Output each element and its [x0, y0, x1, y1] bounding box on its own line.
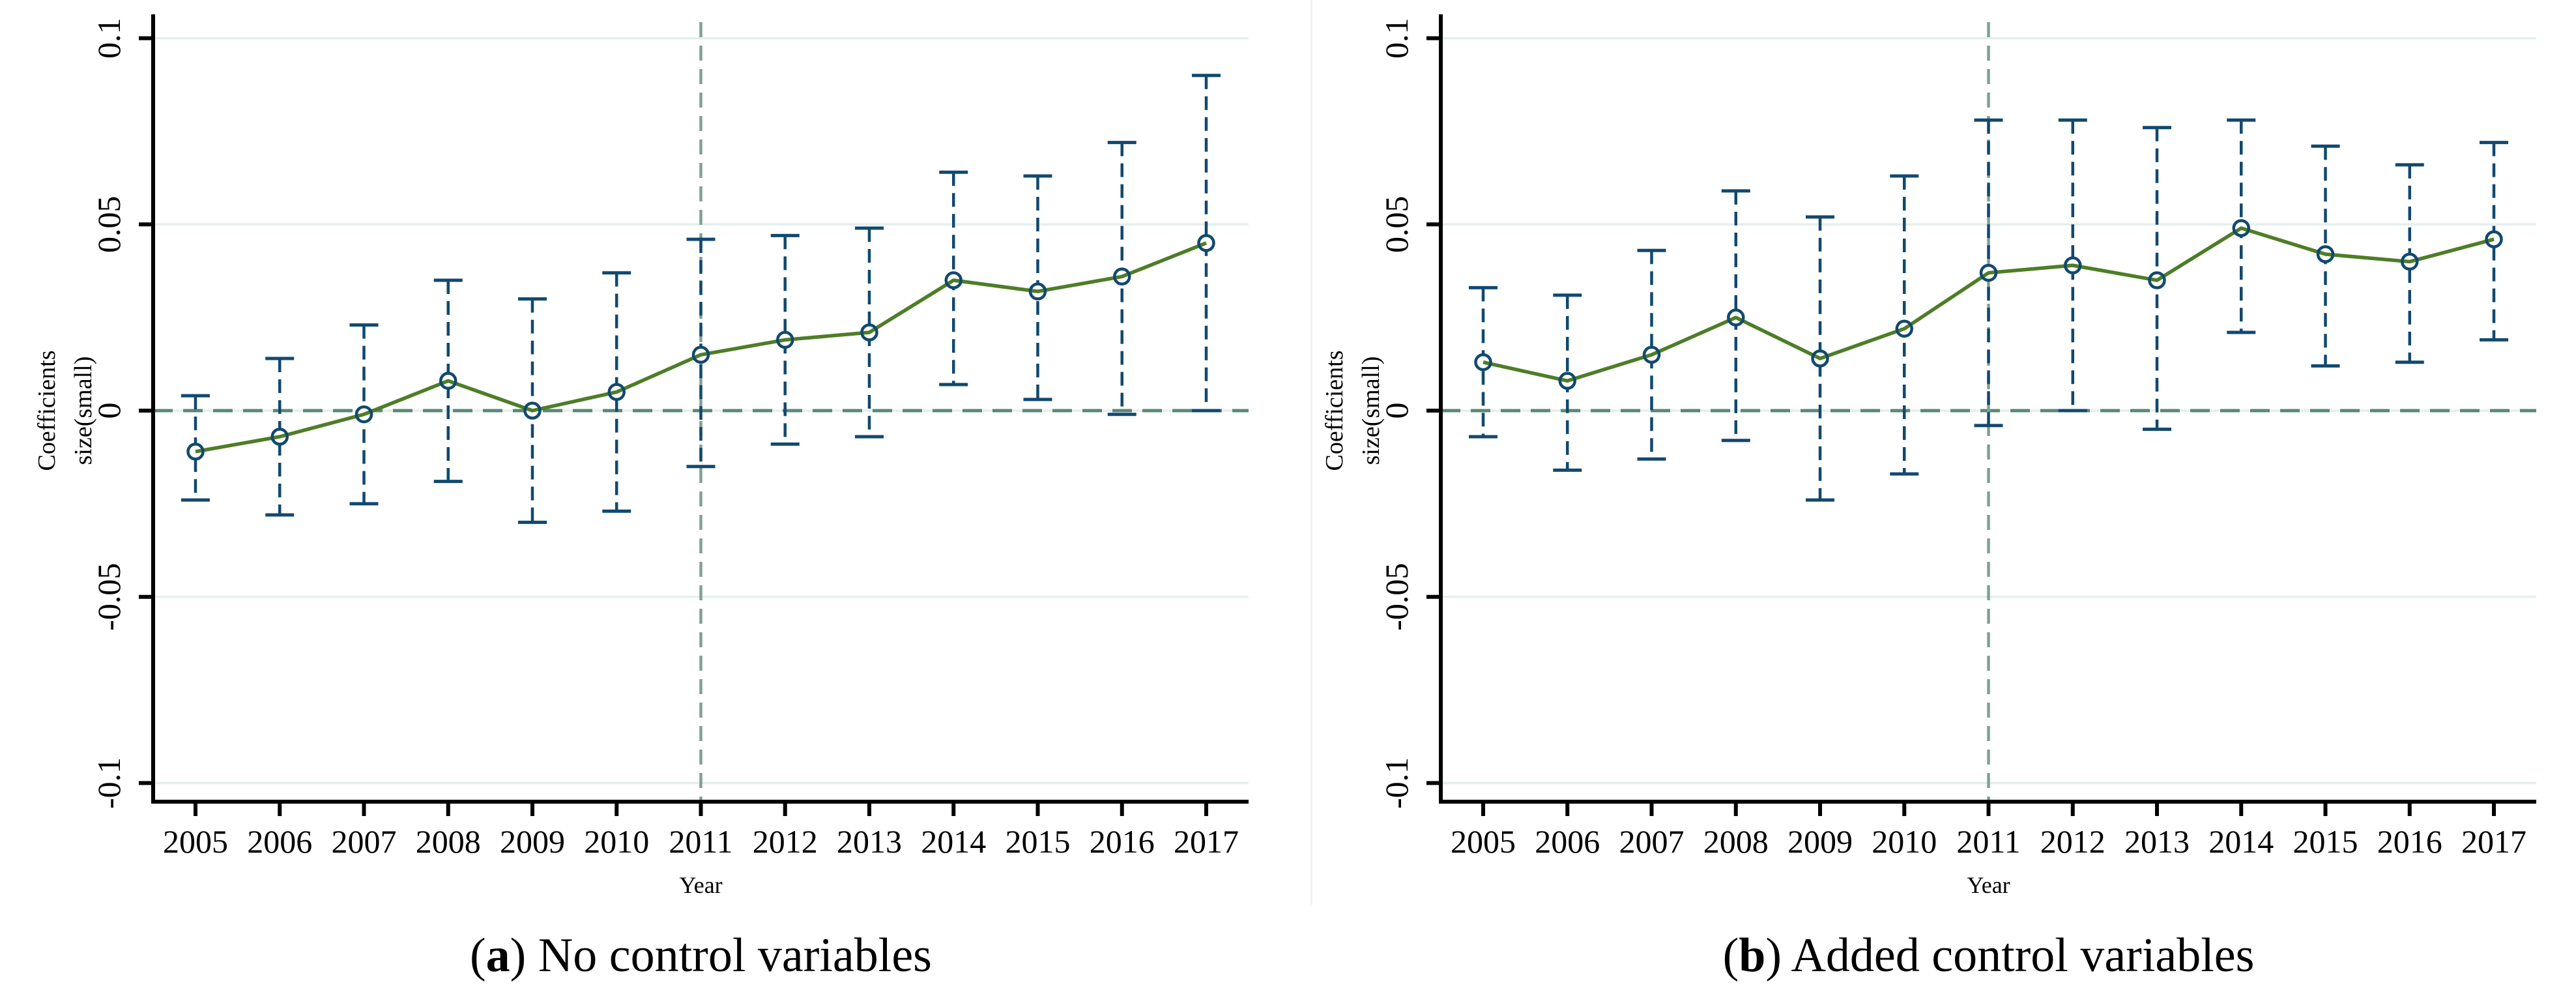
y-axis-title: size(small)	[1357, 357, 1385, 465]
panel-a-caption-cell: (a) No control variables	[0, 905, 1288, 1007]
coefficient-marker	[1895, 319, 1913, 338]
coefficient-marker	[1028, 282, 1047, 300]
x-axis-title: Year	[1967, 872, 2010, 898]
panel-b-chart: 0.1 0.05 0 -0.05 -0.1 2005 2006 2007 2008 2009 201…	[1288, 0, 2575, 899]
x-tick-label: 2007	[332, 823, 397, 860]
x-tick-label: 2015	[2293, 823, 2358, 860]
caption-paren-open: (	[470, 929, 486, 982]
chart-panels: 0.1 0.05 0 -0.05 -0.1 2005 2006 2007 2008 2009 201…	[0, 0, 2575, 899]
caption-letter: a	[485, 929, 510, 982]
panel-b-svg: 0.1 0.05 0 -0.05 -0.1 2005 2006 2007 2008 2009 201…	[1321, 14, 2536, 898]
y-tick-label: 0.1	[91, 18, 127, 58]
y-axis-title: Coefficients	[1321, 350, 1348, 471]
y-tick-label: -0.1	[91, 757, 127, 809]
panel-b-caption-cell: (b) Added control variables	[1288, 905, 2575, 1007]
x-tick-label: 2010	[1872, 823, 1937, 860]
y-tick-label: 0.1	[1378, 18, 1415, 58]
coefficient-marker	[355, 405, 373, 424]
x-tick-label: 2016	[1090, 823, 1155, 860]
x-tick-label: 2009	[500, 823, 565, 860]
coefficient-marker	[860, 323, 878, 342]
panel-b-caption: (b) Added control variables	[1441, 905, 2536, 995]
x-tick-label: 2014	[2208, 823, 2274, 860]
coefficient-marker	[2148, 271, 2166, 289]
x-tick-label: 2007	[1619, 823, 1685, 860]
x-tick-label: 2012	[753, 823, 818, 860]
x-axis-title: Year	[679, 872, 722, 898]
coefficient-marker	[270, 428, 289, 446]
coefficient-marker	[944, 271, 962, 289]
caption-paren-close: )	[510, 929, 538, 982]
y-tick-label: 0	[91, 403, 127, 419]
series-line	[1483, 226, 2495, 383]
coefficient-marker	[1113, 267, 1131, 286]
x-tick-label: 2015	[1006, 823, 1071, 860]
coefficient-marker	[523, 401, 542, 420]
captions-row: (a) No control variables (b) Added contr…	[0, 905, 2576, 1007]
x-tick-label: 2017	[1174, 823, 1239, 860]
coefficient-marker	[2064, 256, 2082, 274]
coefficient-marker	[691, 345, 710, 364]
x-tick-label: 2008	[416, 823, 481, 860]
x-tick-label: 2013	[837, 823, 902, 860]
x-tick-label: 2009	[1787, 823, 1853, 860]
caption-paren-close: )	[1765, 929, 1791, 982]
x-tick-label: 2012	[2040, 823, 2106, 860]
coefficient-marker	[1979, 263, 1998, 282]
panel-a-chart: 0.1 0.05 0 -0.05 -0.1 2005 2006 2007 2008 2009 201…	[0, 0, 1288, 899]
coefficient-marker	[776, 330, 794, 349]
y-tick-label: -0.05	[1378, 563, 1415, 631]
y-tick-label: -0.1	[1378, 757, 1415, 809]
y-axis-title: Coefficients	[33, 350, 61, 471]
coefficient-marker	[1474, 353, 1492, 372]
panel-a-svg: 0.1 0.05 0 -0.05 -0.1 2005 2006 2007 2008 2009 201…	[33, 14, 1249, 898]
coefficient-marker	[1727, 308, 1745, 327]
caption-text: Added control variables	[1791, 929, 2255, 982]
panel-a-caption: (a) No control variables	[153, 905, 1249, 995]
coefficient-marker	[1558, 372, 1576, 390]
panel-divider-line	[1310, 0, 1312, 905]
coefficient-marker	[1811, 349, 1829, 368]
coefficient-marker	[1197, 234, 1215, 252]
y-tick-label: -0.05	[91, 563, 127, 631]
x-tick-label: 2005	[163, 823, 228, 860]
x-tick-label: 2010	[584, 823, 649, 860]
y-tick-label: 0.05	[1378, 196, 1415, 254]
coefficient-marker	[2401, 252, 2419, 271]
coefficient-marker	[2485, 230, 2503, 248]
coefficient-marker	[439, 372, 457, 390]
coefficient-marker	[2232, 219, 2250, 237]
x-tick-label: 2006	[1535, 823, 1600, 860]
x-tick-label: 2006	[247, 823, 312, 860]
x-tick-label: 2005	[1451, 823, 1516, 860]
caption-paren-open: (	[1722, 929, 1739, 982]
coefficient-marker	[607, 383, 626, 401]
caption-text: No control variables	[538, 929, 932, 982]
x-tick-label: 2011	[1956, 823, 2020, 860]
coefficient-marker	[1642, 345, 1661, 364]
x-tick-label: 2016	[2377, 823, 2442, 860]
series-line	[195, 241, 1208, 454]
x-tick-label: 2014	[921, 823, 986, 860]
x-tick-label: 2017	[2461, 823, 2526, 860]
x-tick-label: 2013	[2124, 823, 2190, 860]
coefficient-marker	[186, 443, 205, 461]
y-tick-label: 0	[1378, 403, 1415, 419]
x-tick-label: 2011	[669, 823, 732, 860]
x-tick-label: 2008	[1703, 823, 1769, 860]
y-tick-label: 0.05	[91, 196, 127, 254]
y-axis-title: size(small)	[70, 357, 97, 465]
caption-letter: b	[1739, 929, 1766, 982]
coefficient-marker	[2316, 245, 2335, 263]
